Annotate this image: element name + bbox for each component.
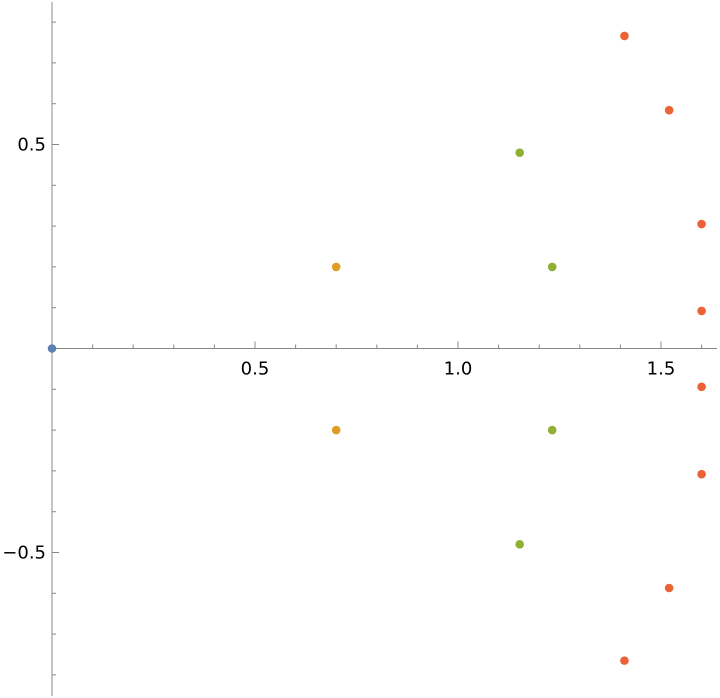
x-tick-label: 1.0 xyxy=(444,359,473,380)
data-point xyxy=(697,306,706,316)
data-point xyxy=(697,382,706,392)
data-point xyxy=(515,540,525,549)
data-point xyxy=(47,344,57,353)
data-point xyxy=(620,31,629,41)
data-point xyxy=(697,469,706,479)
y-tick-label: −0.5 xyxy=(2,543,46,564)
data-point xyxy=(620,656,629,665)
data-point xyxy=(697,219,706,229)
data-point xyxy=(664,583,674,593)
data-point xyxy=(547,262,557,272)
data-point xyxy=(547,425,557,435)
axes xyxy=(51,2,717,696)
x-tick-label: 0.5 xyxy=(241,359,270,380)
tick-labels: 0.5 1.0 1.5 0.5 −0.5 xyxy=(2,135,675,564)
data-points xyxy=(47,31,706,665)
y-tick-label: 0.5 xyxy=(17,135,46,156)
axis-ticks xyxy=(52,21,703,676)
x-tick-label: 1.5 xyxy=(647,359,676,380)
data-point xyxy=(331,425,341,435)
data-point xyxy=(331,262,341,272)
data-point xyxy=(664,105,674,115)
data-point xyxy=(515,148,525,157)
